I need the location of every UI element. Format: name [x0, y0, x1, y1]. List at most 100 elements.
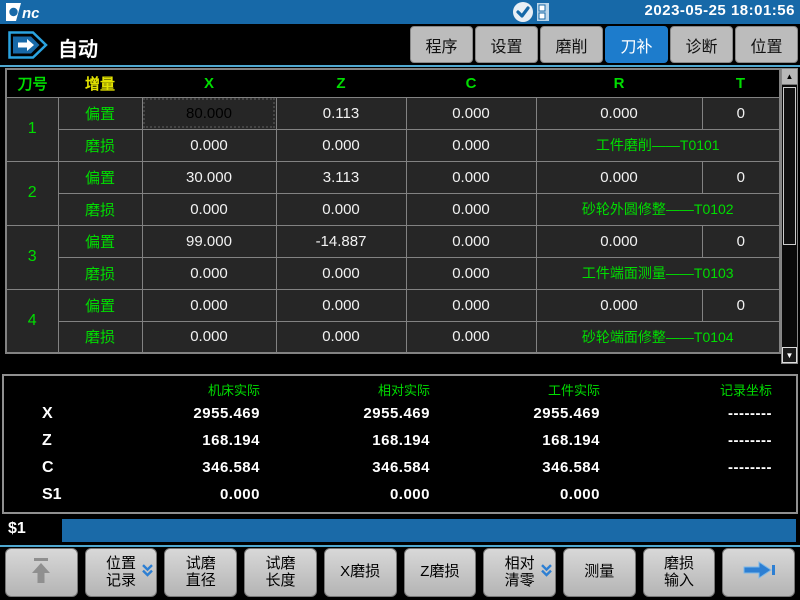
row-label-wear: 磨损 — [57, 256, 143, 290]
coord-header-record: 记录坐标 — [719, 382, 772, 398]
row-label-offset: 偏置 — [57, 224, 143, 258]
comp-value-cell[interactable]: 0.000 — [141, 256, 277, 290]
tab-settings[interactable]: 设置 — [475, 26, 538, 63]
table-scrollbar[interactable]: ▲ ▼ — [781, 68, 798, 364]
col-header-r: R — [536, 69, 702, 97]
comp-value-cell[interactable]: 0.000 — [535, 288, 703, 322]
comp-value-cell[interactable]: 0.000 — [405, 192, 537, 226]
row-label-offset: 偏置 — [57, 160, 143, 194]
comp-value-cell[interactable]: 0 — [701, 96, 781, 130]
col-header-t: T — [702, 69, 780, 97]
table-row: 4 偏置 0.000 0.000 0.000 0.000 0 — [5, 288, 781, 354]
comp-value-cell[interactable]: 0.000 — [141, 128, 277, 162]
comp-value-cell[interactable]: 0.000 — [535, 224, 703, 258]
axis-label: X — [42, 404, 53, 422]
tool-comp-table-wrap: 刀号 增量 X Z C R T 1 偏置 80.000 0.113 0.000 … — [5, 68, 781, 354]
x-wear-button[interactable]: X磨损 — [323, 548, 397, 597]
comp-value-cell[interactable]: 0.000 — [141, 320, 277, 354]
trial-grind-diameter-button[interactable]: 试磨 直径 — [164, 548, 238, 597]
scroll-up-icon[interactable]: ▲ — [782, 69, 797, 85]
coord-value: 0.000 — [389, 486, 430, 503]
chevron-down-icon — [141, 563, 154, 583]
coord-value: 168.194 — [542, 432, 600, 449]
comp-value-cell[interactable]: 0.000 — [405, 288, 537, 322]
comp-value-cell[interactable]: 0.000 — [275, 320, 407, 354]
coord-value: 346.584 — [542, 459, 600, 476]
coord-value: 0.000 — [559, 486, 600, 503]
coord-header-machine: 机床实际 — [207, 382, 260, 398]
tool-comp-table: 刀号 增量 X Z C R T 1 偏置 80.000 0.113 0.000 … — [5, 68, 781, 354]
coord-value: 168.194 — [372, 432, 430, 449]
comp-value-cell[interactable]: 0.000 — [405, 320, 537, 354]
tool-note: 砂轮端面修整——T0104 — [535, 320, 781, 354]
tab-diagnosis[interactable]: 诊断 — [670, 26, 733, 63]
comp-value-cell-selected[interactable]: 80.000 — [141, 96, 277, 130]
comp-value-cell[interactable]: 0.000 — [275, 192, 407, 226]
comp-value-cell[interactable]: 0.000 — [275, 128, 407, 162]
table-header-row: 刀号 增量 X Z C R T — [6, 69, 780, 97]
trial-grind-length-button[interactable]: 试磨 长度 — [244, 548, 317, 597]
position-record-button[interactable]: 位置 记录 — [84, 548, 158, 597]
comp-value-cell[interactable]: 30.000 — [141, 160, 277, 194]
tool-number-cell: 2 — [5, 160, 59, 226]
axis-label: C — [42, 458, 54, 476]
table-row: 磨损 0.000 0.000 0.000 工件端面测量——T0103 — [6, 256, 781, 290]
coord-value: 2955.469 — [363, 405, 430, 422]
axis-label: Z — [42, 431, 52, 449]
coordinate-row: C 346.584 346.584 346.584 -------- — [4, 454, 796, 481]
comp-value-cell[interactable]: 0.000 — [535, 160, 703, 194]
comp-value-cell[interactable]: 0.000 — [141, 288, 277, 322]
table-row: 磨损 0.000 0.000 0.000 砂轮端面修整——T0104 — [6, 320, 781, 354]
comp-value-cell[interactable]: 0.000 — [405, 96, 537, 130]
next-menu-button[interactable] — [722, 548, 796, 597]
measure-button[interactable]: 测量 — [562, 548, 636, 597]
z-wear-button[interactable]: Z磨损 — [403, 548, 477, 597]
softkey-label: 试磨 — [185, 554, 216, 572]
divider — [0, 545, 800, 547]
comp-value-cell[interactable]: 0.000 — [141, 192, 277, 226]
col-header-z: Z — [276, 69, 406, 97]
comp-value-cell[interactable]: 0.000 — [405, 256, 537, 290]
hnc-logo-icon: nc — [4, 1, 58, 28]
nav-bar: 自动 程序 设置 磨削 刀补 诊断 位置 — [0, 24, 800, 65]
coordinate-row: X 2955.469 2955.469 2955.469 -------- — [4, 400, 796, 427]
comp-value-cell[interactable]: 0.000 — [405, 128, 537, 162]
scroll-down-icon[interactable]: ▼ — [782, 347, 797, 363]
softkey-label: 试磨 — [265, 554, 296, 572]
comp-value-cell[interactable]: 0.000 — [275, 288, 407, 322]
io-panel-icon — [536, 2, 550, 27]
comp-value-cell[interactable]: -14.887 — [275, 224, 407, 258]
comp-value-cell[interactable]: 0 — [701, 288, 781, 322]
softkey-bar: 位置 记录 试磨 直径 试磨 长度 X磨损 Z磨损 相对 清零 — [0, 548, 800, 600]
col-header-toolno: 刀号 — [6, 69, 58, 97]
comp-value-cell[interactable]: 99.000 — [141, 224, 277, 258]
command-input[interactable] — [62, 519, 796, 542]
softkey-label: 清零 — [504, 571, 535, 589]
tool-number-cell: 3 — [5, 224, 59, 290]
comp-value-cell[interactable]: 0.113 — [275, 96, 407, 130]
comp-value-cell[interactable]: 0.000 — [405, 160, 537, 194]
row-label-wear: 磨损 — [57, 320, 143, 354]
tab-grinding[interactable]: 磨削 — [540, 26, 603, 63]
tool-number-cell: 1 — [5, 96, 59, 162]
relative-zero-button[interactable]: 相对 清零 — [483, 548, 556, 597]
coord-value: -------- — [728, 432, 772, 449]
tool-note: 砂轮外圆修整——T0102 — [535, 192, 781, 226]
page-up-button[interactable] — [5, 548, 78, 597]
tab-program[interactable]: 程序 — [410, 26, 473, 63]
table-row: 1 偏置 80.000 0.113 0.000 0.000 0 — [5, 96, 781, 162]
tool-note: 工件端面测量——T0103 — [535, 256, 781, 290]
check-circle-icon — [512, 1, 534, 28]
comp-value-cell[interactable]: 0.000 — [405, 224, 537, 258]
comp-value-cell[interactable]: 0 — [701, 160, 781, 194]
tab-position[interactable]: 位置 — [735, 26, 798, 63]
softkey-label: 记录 — [106, 571, 137, 589]
tab-tool-comp[interactable]: 刀补 — [605, 26, 668, 63]
scrollbar-thumb[interactable] — [783, 87, 796, 245]
wear-input-button[interactable]: 磨损 输入 — [642, 548, 716, 597]
table-row: 磨损 0.000 0.000 0.000 工件磨削——T0101 — [6, 128, 781, 162]
comp-value-cell[interactable]: 0.000 — [535, 96, 703, 130]
comp-value-cell[interactable]: 3.113 — [275, 160, 407, 194]
comp-value-cell[interactable]: 0 — [701, 224, 781, 258]
comp-value-cell[interactable]: 0.000 — [275, 256, 407, 290]
